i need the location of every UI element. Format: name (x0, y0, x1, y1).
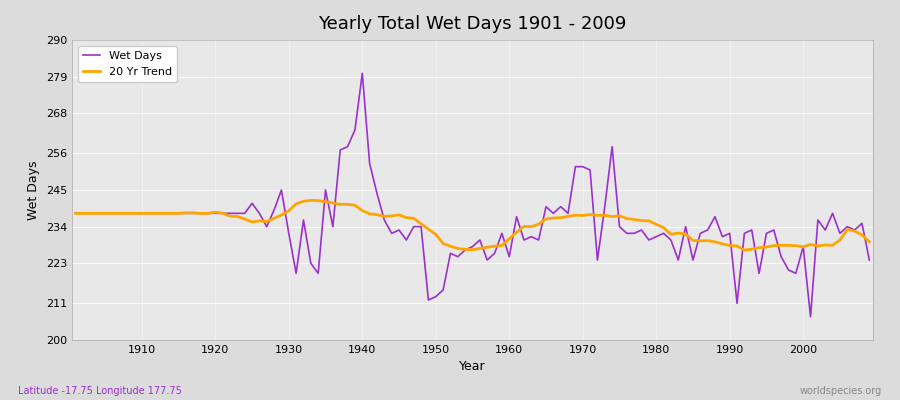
20 Yr Trend (739, 248, 750, 252)
Line: 20 Yr Trend: 20 Yr Trend (76, 200, 869, 250)
20 Yr Trend (129, 211, 140, 216)
20 Yr Trend (504, 236, 515, 241)
Title: Yearly Total Wet Days 1901 - 2009: Yearly Total Wet Days 1901 - 2009 (319, 15, 626, 33)
Wet Days (806, 314, 816, 319)
Wet Days (511, 214, 522, 219)
20 Yr Trend (511, 230, 522, 235)
Wet Days (335, 148, 346, 152)
20 Yr Trend (864, 239, 875, 244)
20 Yr Trend (70, 211, 81, 216)
Line: Wet Days: Wet Days (76, 73, 869, 317)
Wet Days (129, 211, 140, 216)
Wet Days (70, 211, 81, 216)
Y-axis label: Wet Days: Wet Days (27, 160, 40, 220)
Wet Days (504, 254, 515, 259)
X-axis label: Year: Year (459, 360, 486, 374)
20 Yr Trend (342, 202, 353, 207)
Wet Days (599, 204, 610, 209)
Wet Days (864, 258, 875, 262)
20 Yr Trend (291, 202, 302, 206)
Text: worldspecies.org: worldspecies.org (800, 386, 882, 396)
Text: Latitude -17.75 Longitude 177.75: Latitude -17.75 Longitude 177.75 (18, 386, 182, 396)
Wet Days (357, 71, 368, 76)
Legend: Wet Days, 20 Yr Trend: Wet Days, 20 Yr Trend (77, 46, 177, 82)
20 Yr Trend (599, 213, 610, 218)
20 Yr Trend (305, 198, 316, 203)
Wet Days (291, 271, 302, 276)
